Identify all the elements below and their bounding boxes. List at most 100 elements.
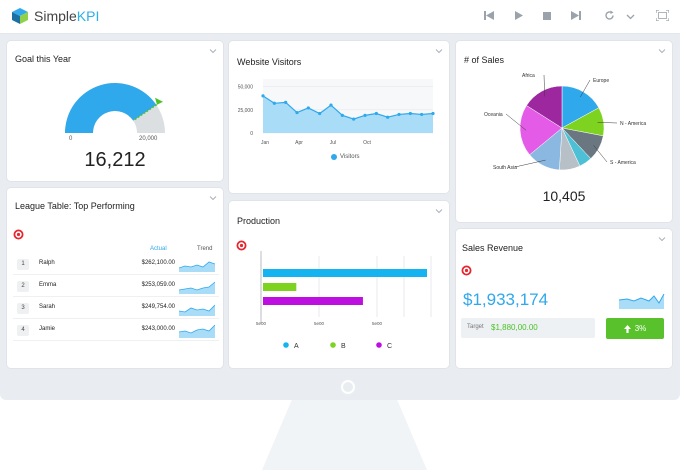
table-row[interactable]: 4 Jamie $243,000.00 bbox=[13, 320, 219, 341]
data-point[interactable] bbox=[284, 100, 288, 104]
skip-back-icon[interactable] bbox=[482, 10, 496, 24]
trend-sparkline bbox=[179, 304, 215, 316]
actual-value: $243,000.00 bbox=[141, 326, 175, 332]
bar-A[interactable] bbox=[263, 269, 427, 277]
column-header-trend: Trend bbox=[197, 246, 213, 252]
card-menu-chevron-icon[interactable] bbox=[435, 207, 443, 215]
card-menu-chevron-icon[interactable] bbox=[658, 235, 666, 243]
trend-sparkline bbox=[179, 324, 215, 338]
production-card: Production 5e00 5e00 5e00 A B C bbox=[229, 201, 449, 368]
goal-gauge bbox=[65, 83, 165, 133]
data-point[interactable] bbox=[340, 113, 344, 117]
revenue-sparkline bbox=[619, 293, 665, 309]
series-line bbox=[262, 95, 434, 120]
person-name: Jamie bbox=[39, 326, 56, 332]
card-title: # of Sales bbox=[464, 55, 505, 65]
legend-swatch-icon bbox=[331, 154, 337, 160]
person-name: Emma bbox=[39, 282, 57, 288]
website-visitors-card: Website Visitors 50,000 25,000 0 Jan Apr Jul O… bbox=[229, 41, 449, 193]
data-point[interactable] bbox=[306, 106, 310, 110]
data-point[interactable] bbox=[386, 115, 390, 119]
target-icon bbox=[461, 265, 472, 276]
slice-label: N - America bbox=[620, 121, 646, 127]
target-icon bbox=[13, 229, 24, 240]
target-value: $1,880,00.00 bbox=[491, 323, 538, 332]
table-row[interactable]: 2 Emma $253,059.00 bbox=[13, 276, 219, 297]
label-leader-line bbox=[593, 145, 608, 163]
play-icon[interactable] bbox=[512, 10, 526, 24]
card-title: League Table: Top Performing bbox=[15, 201, 135, 211]
trend-sparkline bbox=[179, 261, 215, 272]
trend-sparkline bbox=[179, 281, 215, 294]
legend-swatch-icon bbox=[283, 342, 289, 348]
data-point[interactable] bbox=[363, 113, 367, 117]
card-menu-chevron-icon[interactable] bbox=[435, 47, 443, 55]
visitors-area-chart: 50,000 25,000 0 Jan Apr Jul Oct bbox=[238, 79, 435, 146]
logo-icon bbox=[10, 6, 30, 26]
production-bar-chart: 5e00 5e00 5e00 A B C bbox=[256, 251, 432, 350]
legend-label: B bbox=[341, 343, 346, 350]
slice-label: S - America bbox=[610, 160, 636, 166]
data-point[interactable] bbox=[352, 117, 356, 121]
target-label: Target bbox=[467, 324, 484, 330]
power-button-icon bbox=[341, 380, 355, 394]
gauge-min-label: 0 bbox=[69, 136, 73, 142]
person-name: Ralph bbox=[39, 260, 55, 266]
gauge-fill bbox=[65, 83, 157, 133]
legend-swatch-icon bbox=[330, 342, 336, 348]
card-menu-chevron-icon[interactable] bbox=[209, 194, 217, 202]
person-name: Sarah bbox=[39, 304, 56, 310]
x-tick-label: Jul bbox=[330, 140, 336, 146]
target-icon bbox=[236, 240, 247, 251]
column-header-actual[interactable]: Actual bbox=[150, 246, 167, 252]
table-row[interactable]: 1 Ralph $262,100.00 bbox=[13, 254, 219, 275]
card-title: Sales Revenue bbox=[462, 243, 524, 253]
change-badge: 3% bbox=[606, 318, 664, 339]
data-point[interactable] bbox=[397, 112, 401, 117]
slice-label: South Asia bbox=[493, 165, 517, 171]
legend-swatch-icon bbox=[376, 342, 382, 348]
label-leader-line bbox=[514, 159, 546, 168]
refresh-icon[interactable] bbox=[602, 10, 616, 24]
data-point[interactable] bbox=[408, 111, 412, 116]
data-point[interactable] bbox=[431, 111, 435, 116]
data-point[interactable] bbox=[374, 111, 378, 116]
y-tick-label: 0 bbox=[250, 131, 253, 137]
target-box: Target $1,880,00.00 bbox=[461, 318, 595, 338]
sales-count-card: # of Sales Europe N - America S - America S… bbox=[456, 41, 672, 222]
card-menu-chevron-icon[interactable] bbox=[658, 47, 666, 55]
label-leader-line bbox=[543, 74, 545, 97]
y-tick-label: 50,000 bbox=[238, 85, 254, 91]
skip-forward-icon[interactable] bbox=[569, 10, 583, 24]
x-tick-label: Oct bbox=[363, 140, 371, 146]
y-tick-label: 25,000 bbox=[238, 108, 254, 114]
bar-B[interactable] bbox=[263, 283, 297, 291]
data-point[interactable] bbox=[295, 110, 299, 115]
monitor-stand bbox=[262, 400, 427, 470]
area-fill bbox=[263, 95, 433, 133]
fullscreen-icon[interactable] bbox=[654, 9, 670, 24]
pie-slice[interactable] bbox=[526, 85, 563, 129]
card-menu-chevron-icon[interactable] bbox=[209, 47, 217, 55]
legend-label: C bbox=[387, 343, 392, 350]
data-point[interactable] bbox=[420, 112, 424, 117]
table-row[interactable]: 3 Sarah $249,754.00 bbox=[13, 298, 219, 319]
rank-badge: 4 bbox=[17, 325, 29, 336]
stop-icon[interactable] bbox=[540, 10, 554, 24]
data-point[interactable] bbox=[329, 103, 333, 107]
chevron-down-icon[interactable] bbox=[623, 10, 637, 24]
pie-slice[interactable] bbox=[519, 105, 563, 156]
data-point[interactable] bbox=[261, 94, 265, 98]
data-point[interactable] bbox=[272, 101, 276, 105]
bar-C[interactable] bbox=[263, 297, 363, 305]
slice-label: Oceania bbox=[484, 112, 503, 118]
gauge-flag-icon bbox=[155, 97, 164, 105]
card-title: Production bbox=[237, 216, 281, 226]
top-bar: SimpleKPI bbox=[0, 0, 680, 34]
data-point[interactable] bbox=[318, 111, 322, 116]
app-logo[interactable]: SimpleKPI bbox=[10, 6, 99, 26]
change-value: 3% bbox=[634, 324, 647, 333]
gauge-marker-line bbox=[134, 103, 159, 121]
x-tick-label: Apr bbox=[295, 140, 303, 146]
x-tick-label: 5e00 bbox=[256, 321, 267, 326]
